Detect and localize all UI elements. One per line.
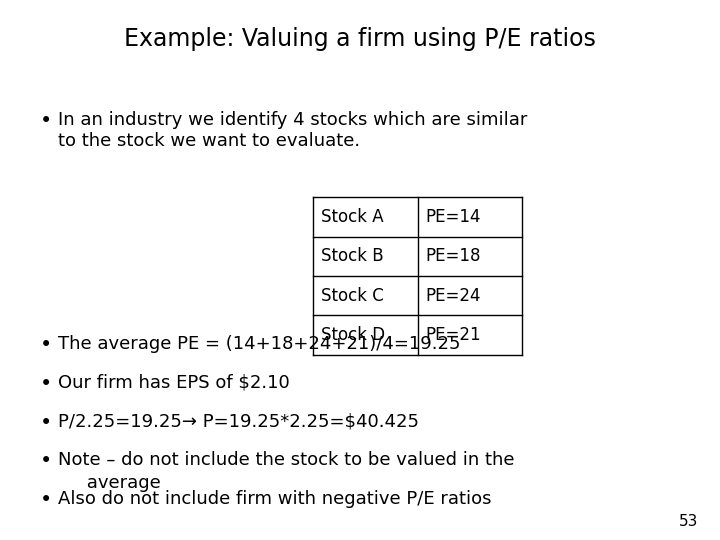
- Text: •: •: [40, 374, 52, 394]
- Text: PE=18: PE=18: [425, 247, 480, 265]
- Text: Stock D: Stock D: [320, 326, 384, 344]
- Text: PE=21: PE=21: [425, 326, 480, 344]
- Text: Stock B: Stock B: [320, 247, 383, 265]
- Text: Example: Valuing a firm using P/E ratios: Example: Valuing a firm using P/E ratios: [124, 27, 596, 51]
- Text: 53: 53: [679, 514, 698, 529]
- Text: PE=24: PE=24: [425, 287, 480, 305]
- Text: Stock A: Stock A: [320, 208, 383, 226]
- Text: to the stock we want to evaluate.: to the stock we want to evaluate.: [58, 132, 360, 150]
- Text: Note – do not include the stock to be valued in the
     average: Note – do not include the stock to be va…: [58, 451, 514, 492]
- Text: •: •: [40, 335, 52, 355]
- Text: •: •: [40, 490, 52, 510]
- Text: Our firm has EPS of $2.10: Our firm has EPS of $2.10: [58, 374, 289, 391]
- Text: •: •: [40, 413, 52, 433]
- Text: •: •: [40, 451, 52, 471]
- Text: •: •: [40, 111, 52, 131]
- Text: P/2.25=19.25→ P=19.25*2.25=$40.425: P/2.25=19.25→ P=19.25*2.25=$40.425: [58, 413, 418, 430]
- Text: PE=14: PE=14: [425, 208, 480, 226]
- Text: Also do not include firm with negative P/E ratios: Also do not include firm with negative P…: [58, 490, 491, 508]
- Text: The average PE = (14+18+24+21)/4=19.25: The average PE = (14+18+24+21)/4=19.25: [58, 335, 460, 353]
- Text: Stock C: Stock C: [320, 287, 383, 305]
- Text: In an industry we identify 4 stocks which are similar: In an industry we identify 4 stocks whic…: [58, 111, 527, 129]
